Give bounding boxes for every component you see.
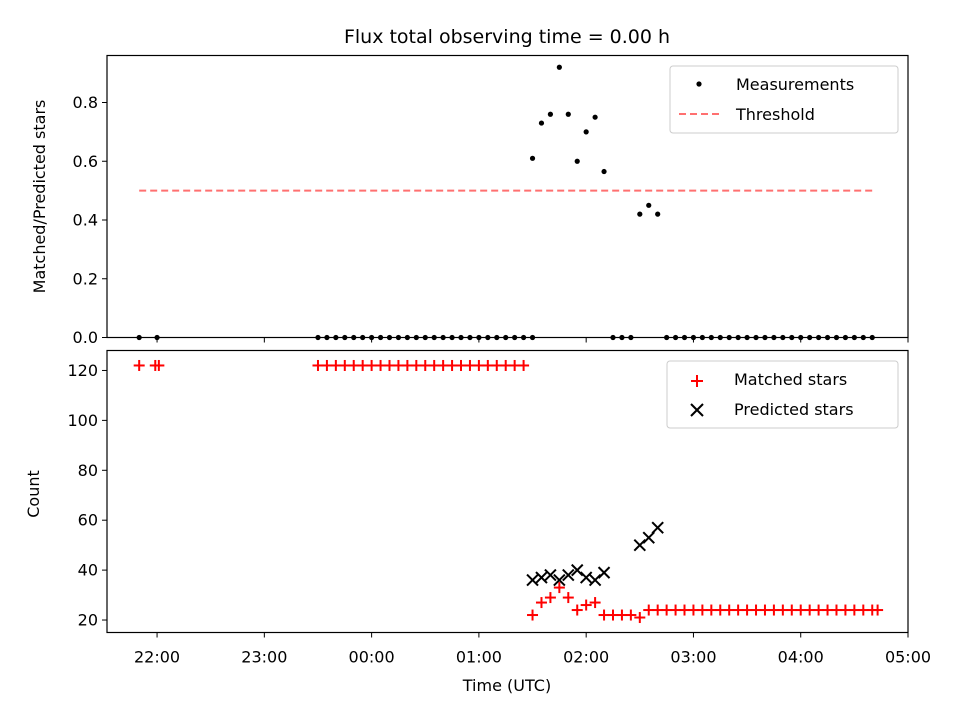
x-tick-label: 04:00	[778, 648, 824, 667]
top-legend-box	[669, 65, 899, 134]
bottom-x-ticks: 22:00 23:00 00:00 01:00 02:00 03:00 04:00 05:00	[134, 632, 931, 667]
measurement-point	[556, 64, 562, 70]
predicted-star-point	[553, 573, 566, 587]
bottom-y-tick-label: 80	[78, 461, 98, 480]
measurement-point	[637, 211, 643, 217]
x-tick-label: 03:00	[670, 648, 716, 667]
predicted-star-point	[588, 573, 602, 587]
top-y-tick-label: 0.6	[73, 152, 98, 171]
x-tick-label: 23:00	[241, 648, 287, 667]
matched-star-point	[562, 592, 574, 604]
bottom-y-ticks: 20 40 60 80 100 120	[67, 361, 107, 630]
bottom-panel: 20 40 60 80 100 120 22:00 23:00 00:00 01:00 02:00…	[24, 349, 931, 695]
top-y-tick-label: 0.8	[73, 93, 98, 112]
predicted-star-point	[544, 568, 557, 582]
top-legend[interactable]: Measurements Threshold	[669, 65, 899, 134]
measurement-point	[655, 211, 661, 217]
x-tick-label: 05:00	[885, 648, 931, 667]
predicted-star-point	[642, 531, 655, 544]
x-tick-label: 01:00	[456, 648, 502, 667]
matched-star-point	[535, 597, 547, 609]
predicted-star-point	[562, 568, 575, 582]
x-axis-label: Time (UTC)	[462, 676, 551, 695]
matched-star-point	[518, 359, 530, 371]
legend-label-matched-stars: Matched stars	[734, 370, 847, 389]
matched-star-point	[544, 592, 556, 604]
predicted-star-point	[571, 563, 584, 577]
legend-marker-predicted-stars	[690, 403, 704, 417]
bottom-y-tick-label: 100	[67, 411, 98, 430]
predicted-star-point	[526, 573, 539, 587]
top-y-ticks: 0.0 0.2 0.4 0.6 0.8	[73, 93, 107, 347]
predicted-star-point	[633, 538, 647, 552]
bottom-legend-box	[666, 360, 899, 429]
legend-label-measurements: Measurements	[736, 75, 854, 94]
predicted-star-point	[535, 571, 548, 584]
matched-star-point	[634, 612, 646, 624]
matched-stars-series	[133, 359, 884, 624]
top-y-tick-label: 0.2	[73, 269, 98, 288]
matched-star-point	[625, 609, 637, 621]
matched-star-point	[580, 599, 592, 611]
matched-star-point	[153, 359, 165, 371]
measurement-point	[547, 111, 554, 117]
legend-marker-measurements	[696, 81, 702, 87]
top-y-tick-label: 0.4	[73, 211, 98, 230]
bottom-y-tick-label: 20	[78, 611, 98, 630]
bottom-plot-frame	[106, 349, 909, 634]
measurement-point	[529, 155, 536, 161]
legend-label-threshold: Threshold	[735, 105, 815, 124]
top-y-axis-label: Matched/Predicted stars	[30, 100, 49, 294]
bottom-y-tick-label: 120	[67, 361, 98, 380]
predicted-stars-series	[526, 521, 664, 587]
bottom-legend[interactable]: Matched stars Predicted stars	[666, 360, 899, 429]
bottom-y-tick-label: 60	[78, 511, 98, 530]
x-tick-label: 00:00	[349, 648, 395, 667]
matched-star-point	[553, 582, 565, 594]
measurement-point	[583, 129, 589, 135]
x-tick-label: 02:00	[563, 648, 609, 667]
matched-star-point	[872, 604, 884, 616]
top-x-ticks	[156, 337, 909, 343]
x-tick-label: 22:00	[134, 648, 180, 667]
measurement-point	[592, 114, 598, 120]
measurement-point	[538, 120, 545, 126]
legend-label-predicted-stars: Predicted stars	[734, 400, 854, 419]
bottom-y-axis-label: Count	[24, 470, 43, 518]
measurement-point	[646, 202, 652, 208]
matched-star-point	[527, 609, 539, 621]
predicted-star-point	[651, 521, 664, 534]
bottom-y-tick-label: 40	[78, 561, 98, 580]
top-panel: 0.00.20.40.60.8 Matched/Predicted stars …	[30, 54, 909, 347]
matched-star-point	[589, 597, 601, 609]
chart-title: Flux total observing time = 0.00 h	[344, 26, 670, 48]
top-plot-frame	[106, 54, 909, 339]
predicted-star-point	[579, 571, 593, 584]
measurement-point	[574, 158, 580, 164]
matched-star-point	[133, 359, 145, 371]
measurement-point	[565, 111, 571, 117]
matched-star-point	[571, 604, 583, 616]
predicted-star-point	[597, 566, 611, 579]
legend-marker-matched-stars	[691, 375, 703, 387]
measurement-point	[601, 168, 607, 175]
top-y-tick-label: 0.0	[73, 328, 98, 347]
